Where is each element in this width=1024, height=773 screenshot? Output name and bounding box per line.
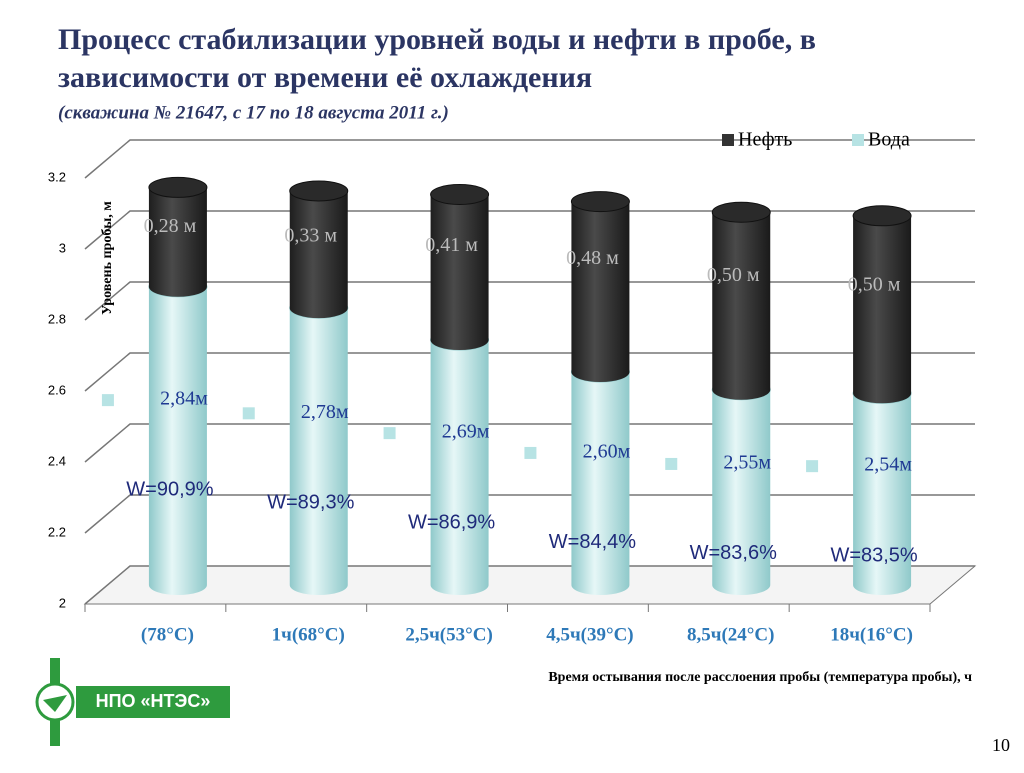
water-segment — [853, 393, 912, 595]
oil-segment-top — [570, 191, 630, 213]
page-number: 10 — [992, 735, 1010, 755]
data-label: 2,55м — [723, 452, 771, 474]
y-tick-label: 3 — [59, 240, 66, 255]
oil-segment-top — [148, 176, 208, 198]
logo-box — [76, 686, 230, 718]
oil-segment-top — [430, 184, 490, 205]
data-label: 0,28 м — [144, 215, 197, 237]
chart-title: зависимости от времени её охлаждения — [58, 61, 592, 94]
oil-segment-top — [711, 201, 771, 223]
data-label: 2,69м — [442, 421, 490, 443]
oil-segment — [571, 201, 630, 382]
data-label: 0,50 м — [848, 273, 901, 295]
y-tick-label: 2.8 — [48, 311, 66, 326]
marker — [665, 457, 678, 470]
grid-line — [84, 210, 975, 250]
data-label: 0,48 м — [566, 247, 619, 269]
x-tick-label: 8,5ч(24°C) — [687, 624, 774, 645]
x-axis-label: Время остывания после расслоения пробы (… — [548, 670, 972, 685]
y-tick-label: 2.2 — [48, 524, 66, 539]
oil-segment — [148, 187, 207, 297]
marker — [383, 427, 396, 440]
legend-label: Вода — [868, 129, 910, 151]
oil-segment-top — [289, 180, 349, 202]
y-tick-label: 2.4 — [48, 453, 66, 468]
data-label: 0,50 м — [707, 264, 760, 286]
oil-segment — [712, 212, 771, 400]
chart-subtitle: (скважина № 21647, с 17 по 18 августа 20… — [58, 102, 449, 123]
data-label: 2,84м — [160, 388, 208, 410]
water-segment — [148, 286, 207, 595]
grid-line — [84, 565, 975, 605]
annotation: W=83,6% — [690, 542, 777, 564]
y-tick-label: 2.6 — [48, 382, 66, 397]
data-label: 2,60м — [583, 441, 631, 463]
water-segment — [430, 340, 489, 595]
x-tick-label: 2,5ч(53°C) — [405, 624, 492, 645]
marker — [806, 460, 819, 473]
marker — [101, 394, 114, 407]
annotation: W=90,9% — [126, 478, 213, 500]
grid-line — [84, 352, 975, 392]
legend-swatch — [722, 134, 734, 146]
annotation: W=89,3% — [267, 492, 354, 514]
floor — [83, 565, 977, 605]
annotation: W=84,4% — [549, 531, 636, 553]
marker — [242, 407, 255, 420]
grid-line — [84, 494, 975, 534]
oil-segment — [853, 215, 912, 404]
x-tick-label: 18ч(16°C) — [830, 624, 913, 645]
oil-segment — [289, 190, 348, 319]
grid-line — [84, 281, 975, 321]
data-label: 2,54м — [864, 454, 912, 476]
logo-text: НПО «НТЭС» — [96, 691, 211, 711]
oil-segment — [430, 194, 489, 351]
marker — [524, 446, 537, 459]
data-label: 0,33 м — [284, 225, 337, 247]
annotation: W=86,9% — [408, 511, 495, 533]
y-axis-label: Уровень пробы, м — [100, 201, 115, 315]
grid-line — [84, 139, 975, 179]
x-tick-label: 1ч(68°C) — [272, 624, 345, 645]
plot: 2 2.2 2.4 2.6 2.8 3 3.2 Нефть Вода 0,28 м 2,84м W=9… — [48, 129, 977, 645]
grid-line — [84, 423, 975, 463]
legend-swatch — [852, 134, 864, 146]
logo-icon — [43, 695, 67, 712]
legend-label: Нефть — [738, 129, 792, 151]
annotation: W=83,5% — [830, 544, 917, 566]
data-label: 2,78м — [301, 401, 349, 423]
water-segment — [289, 308, 348, 595]
data-label: 0,41 м — [425, 234, 478, 256]
x-tick-label: 4,5ч(39°C) — [546, 624, 633, 645]
chart-title: Процесс стабилизации уровней воды и нефт… — [58, 23, 816, 56]
y-tick-label: 3.2 — [48, 169, 66, 184]
water-segment — [712, 389, 771, 595]
oil-segment-top — [852, 205, 912, 227]
water-segment — [571, 372, 630, 595]
y-tick-label: 2 — [59, 595, 66, 610]
x-tick-label: (78°C) — [141, 624, 194, 645]
